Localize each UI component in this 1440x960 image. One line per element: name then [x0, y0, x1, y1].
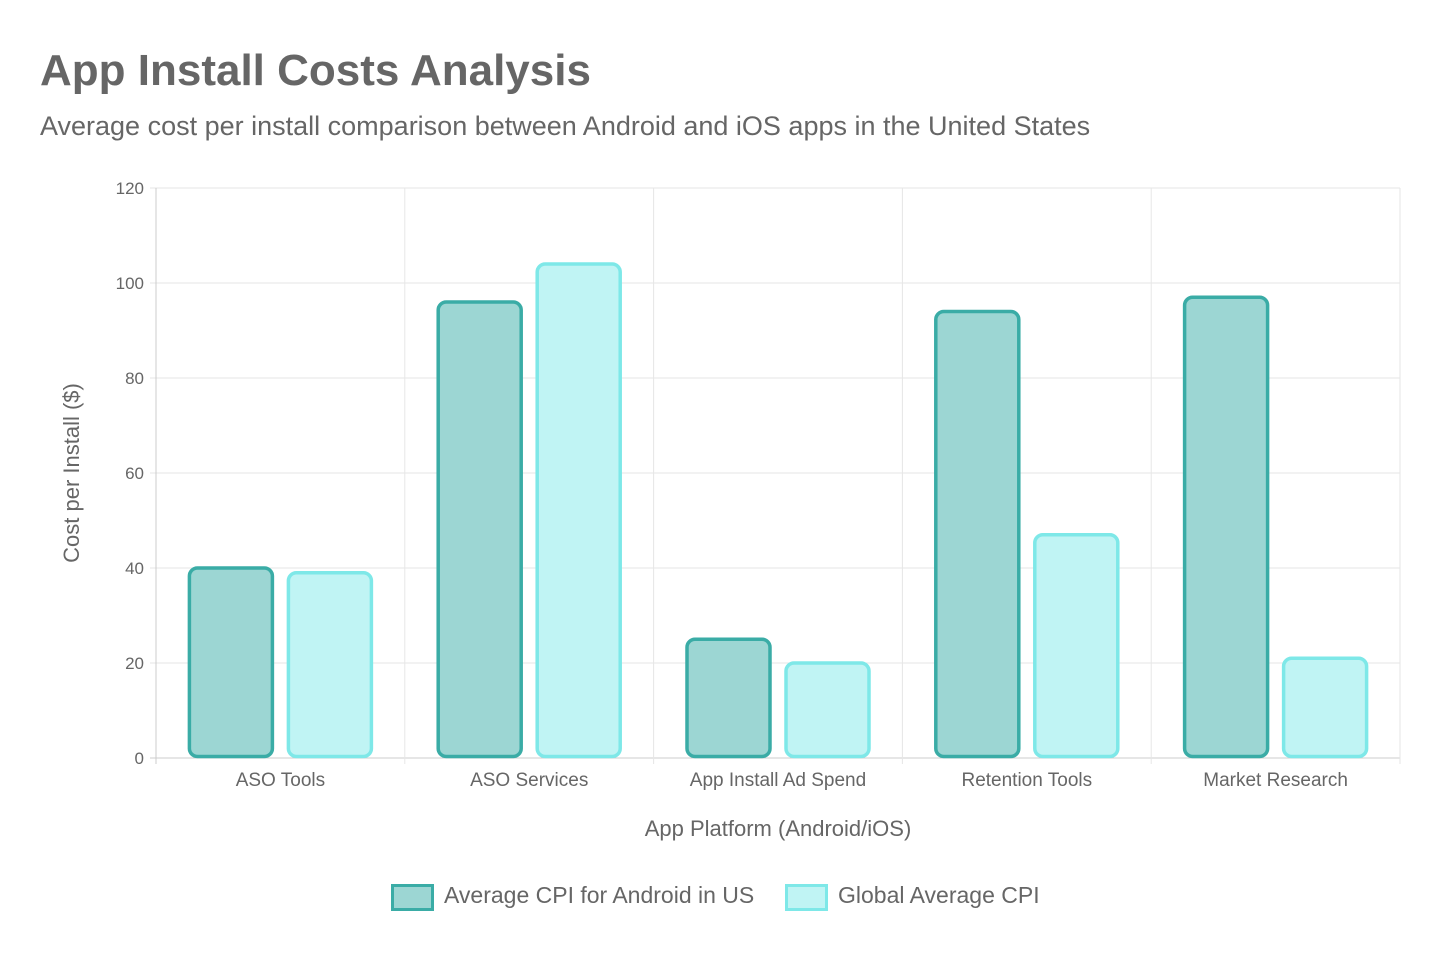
bar-android-3[interactable] — [934, 309, 1021, 759]
x-tick-label: App Install Ad Spend — [690, 770, 866, 791]
y-axis-label: Cost per Install ($) — [59, 383, 84, 563]
bar-android-2[interactable] — [685, 637, 772, 759]
bar-android-1[interactable] — [436, 300, 523, 759]
x-tick-label: Market Research — [1203, 770, 1348, 791]
legend-swatch — [785, 884, 828, 911]
x-axis-label: App Platform (Android/iOS) — [645, 816, 912, 841]
chart-title: App Install Costs Analysis — [40, 46, 591, 95]
y-tick-label: 20 — [125, 654, 144, 673]
chart-subtitle: Average cost per install comparison betw… — [40, 111, 1091, 141]
y-tick-label: 40 — [125, 559, 144, 578]
x-tick-label: ASO Services — [470, 770, 588, 791]
legend-label[interactable]: Average CPI for Android in US — [444, 882, 754, 908]
legend-swatch — [391, 884, 434, 911]
bar-global-0[interactable] — [286, 571, 374, 759]
x-tick-label: ASO Tools — [236, 770, 325, 791]
y-tick-label: 0 — [135, 749, 144, 768]
x-tick-label: Retention Tools — [961, 770, 1092, 791]
legend-label[interactable]: Global Average CPI — [838, 882, 1040, 908]
bar-android-4[interactable] — [1182, 295, 1270, 759]
bar-global-3[interactable] — [1033, 533, 1120, 759]
y-tick-label: 60 — [125, 464, 144, 483]
bar-global-1[interactable] — [535, 262, 622, 759]
y-tick-label: 120 — [116, 179, 144, 198]
bar-android-0[interactable] — [187, 566, 275, 759]
bar-global-2[interactable] — [784, 661, 871, 759]
y-tick-label: 80 — [125, 369, 144, 388]
y-tick-label: 100 — [116, 274, 144, 293]
bar-global-4[interactable] — [1281, 656, 1369, 759]
